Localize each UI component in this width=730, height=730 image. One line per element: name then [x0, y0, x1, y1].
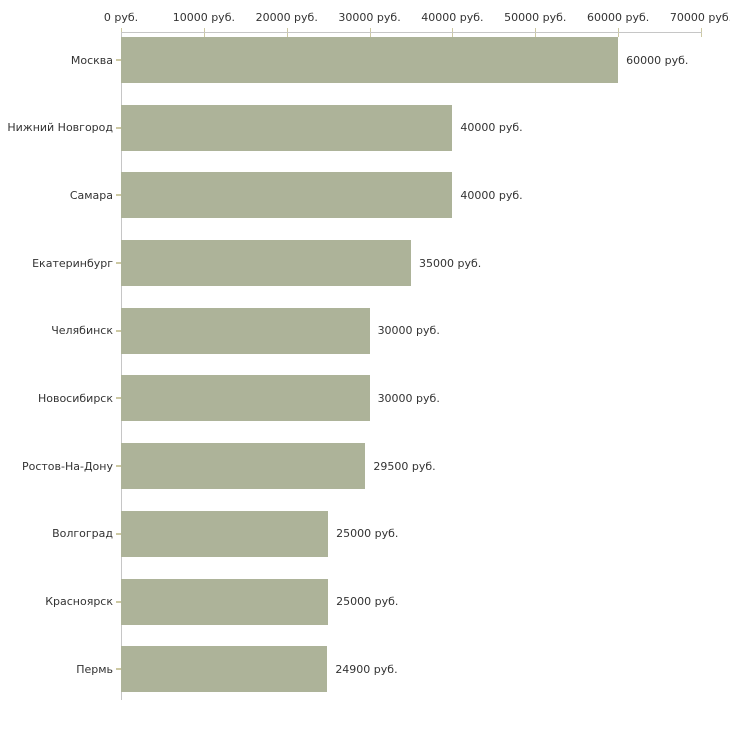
bar [121, 37, 619, 83]
value-label: 25000 руб. [336, 595, 399, 608]
category-label: Ростов-На-Дону [21, 459, 113, 473]
value-label: 60000 руб. [626, 53, 689, 67]
chart-row: Пермь 24900 руб. [0, 646, 730, 693]
chart-row: Волгоград 25000 руб. [0, 510, 730, 557]
x-axis-tick-label: 0 руб. [103, 11, 139, 24]
value-label: 29500 руб. [373, 459, 436, 473]
y-axis-tick-mark [116, 126, 121, 129]
chart-row: Новосибирск 30000 руб. [0, 375, 730, 422]
chart-row: Красноярск 25000 руб. [0, 578, 730, 625]
category-label: Красноярск [45, 595, 113, 608]
bar [121, 104, 453, 151]
chart-row: Челябинск 30000 руб. [0, 307, 730, 354]
y-axis-tick-mark [116, 194, 121, 197]
category-label: Москва [70, 53, 113, 67]
y-axis-line [121, 32, 122, 700]
chart-row: Самара 40000 руб. [0, 172, 730, 219]
category-label: Екатеринбург [32, 256, 113, 270]
category-label: Новосибирск [37, 391, 113, 405]
x-axis-tick-label: 20000 руб. [255, 11, 318, 24]
y-axis-tick-mark [116, 397, 121, 400]
y-axis-tick-mark [116, 329, 121, 332]
x-axis-tick-label: 30000 руб. [338, 11, 401, 24]
x-axis-tick-label: 50000 руб. [504, 11, 567, 24]
y-axis-tick-mark [116, 59, 121, 61]
bar [121, 443, 366, 490]
y-axis-tick-mark [116, 668, 121, 671]
category-label: Пермь [76, 662, 113, 676]
bar [121, 578, 329, 625]
x-axis-tick-label: 70000 руб. [669, 11, 730, 24]
bar [121, 510, 329, 557]
category-label: Нижний Новгород [7, 121, 113, 135]
chart-row: Ростов-На-Дону 29500 руб. [0, 443, 730, 490]
value-label: 24900 руб. [335, 662, 398, 676]
value-label: 25000 руб. [336, 527, 399, 541]
category-label: Самара [69, 188, 113, 202]
bar [121, 172, 453, 219]
bar [121, 646, 328, 693]
bar [121, 375, 370, 422]
y-axis-tick-mark [116, 532, 121, 535]
category-label: Волгоград [52, 527, 113, 541]
bar [121, 240, 411, 287]
value-label: 40000 руб. [460, 188, 523, 202]
x-axis-tick-label: 60000 руб. [587, 11, 650, 24]
value-label: 40000 руб. [460, 121, 523, 135]
value-label: 30000 руб. [377, 324, 440, 338]
x-axis-line [121, 32, 702, 33]
chart-row: Екатеринбург 35000 руб. [0, 240, 730, 287]
value-label: 35000 руб. [419, 256, 482, 270]
chart-rows: Москва 60000 руб. Нижний Новгород 40000 руб… [0, 37, 730, 714]
category-label: Челябинск [51, 324, 113, 338]
y-axis-tick-mark [116, 600, 121, 603]
bar [121, 307, 370, 354]
x-axis-tick-label: 10000 руб. [172, 11, 235, 24]
y-axis-tick-mark [116, 262, 121, 265]
chart-row: Нижний Новгород 40000 руб. [0, 104, 730, 151]
value-label: 30000 руб. [377, 391, 440, 405]
x-axis-tick-label: 40000 руб. [421, 11, 484, 24]
chart-row: Москва 60000 руб. [0, 37, 730, 83]
y-axis-tick-mark [116, 465, 121, 468]
